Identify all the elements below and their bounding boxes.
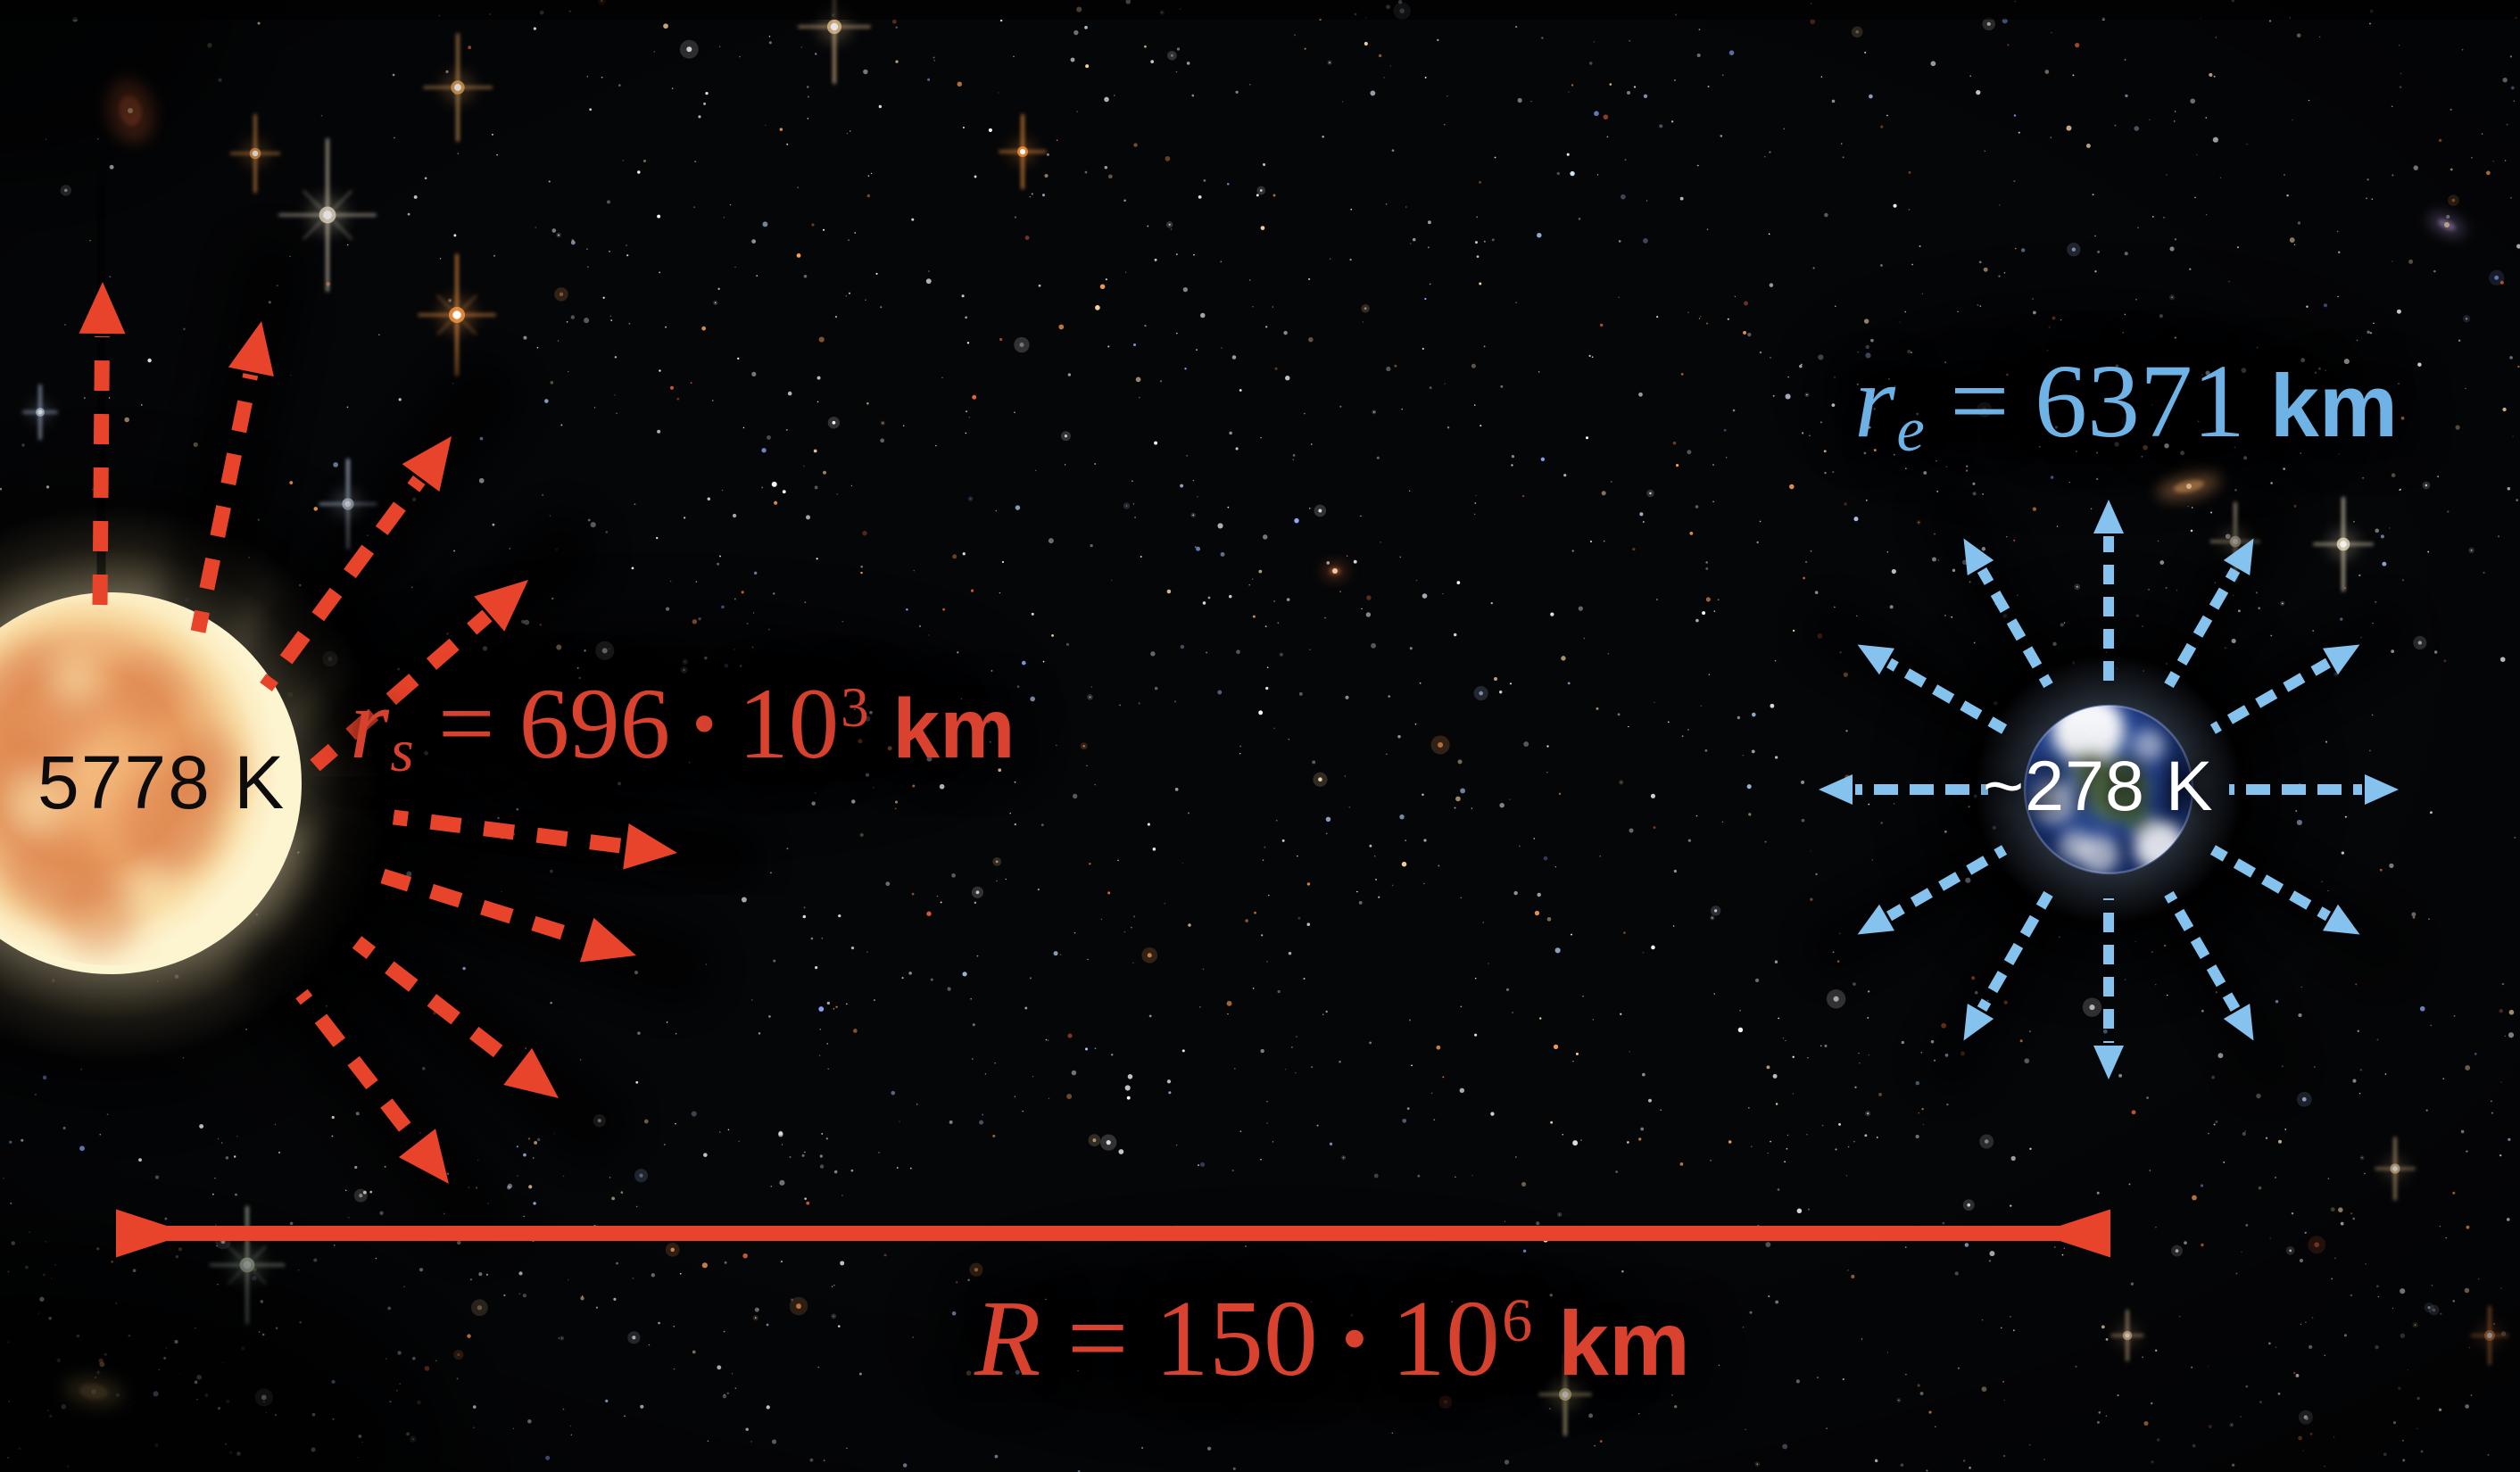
multiplication-dot: ·: [687, 668, 722, 780]
earth-radius-variable: r: [1854, 343, 1895, 459]
earth-radius-value: 6371: [2034, 343, 2245, 459]
sun-radius-exponent: 3: [841, 676, 869, 740]
sun-radius-unit: km: [892, 682, 1015, 776]
sun: [0, 592, 302, 974]
equals-sign: =: [437, 668, 495, 780]
sun-temperature-label: 5778 K: [37, 740, 286, 824]
distance-exponent: 6: [1502, 1286, 1533, 1355]
distance-base: 10: [1391, 1278, 1501, 1399]
multiplication-dot: ·: [1336, 1278, 1373, 1399]
sun-radius-label: rs = 696 · 103 km: [350, 674, 1015, 781]
sun-radius-base: 10: [738, 668, 840, 780]
earth-radiation-arrows: [1819, 500, 2399, 1079]
sun-radius-value: 696: [518, 668, 671, 780]
sun-earth-distance-label: R = 150 · 106 km: [974, 1285, 1690, 1393]
distance-bar-right-cap: [2036, 1209, 2110, 1258]
earth-radius-subscript: e: [1896, 394, 1925, 465]
earth-temperature-label: ~278 K: [1983, 746, 2214, 825]
sun-radius-variable: r: [350, 668, 389, 780]
earth: [2023, 704, 2194, 875]
distance-bar: [116, 1209, 2110, 1258]
sun-radiation-arrows: [79, 282, 677, 1184]
distance-value: 150: [1154, 1278, 1318, 1399]
earth-radius-unit: km: [2269, 357, 2398, 456]
distance-variable: R: [974, 1278, 1041, 1399]
sun-radius-subscript: s: [390, 716, 414, 784]
distance-bar-left-cap: [116, 1209, 190, 1258]
equals-sign: =: [1066, 1278, 1129, 1399]
equals-sign: =: [1950, 343, 2010, 459]
earth-radius-label: re = 6371 km: [1854, 349, 2398, 461]
distance-unit: km: [1557, 1292, 1691, 1394]
